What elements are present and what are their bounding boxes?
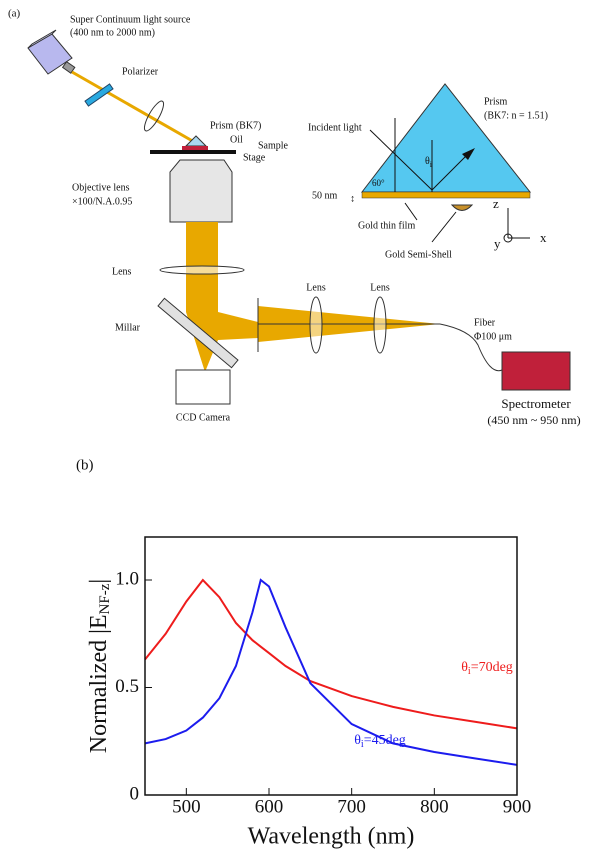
label: x [540, 230, 547, 245]
arrow: ↕ [350, 193, 355, 204]
label: 60° [372, 178, 385, 188]
label: Super Continuum light source [70, 14, 191, 25]
label: Fiber [474, 317, 496, 328]
semi-shell [450, 204, 474, 211]
x-tick-label: 800 [420, 796, 449, 817]
label: Stage [243, 152, 266, 163]
annotation-text: =70deg [471, 660, 513, 675]
panel-label: (b) [76, 457, 94, 473]
stage [150, 150, 236, 154]
label: Lens [370, 282, 390, 293]
beam [71, 70, 197, 145]
label: Spectrometer [501, 396, 571, 411]
label: z [493, 196, 499, 211]
label: Prism (BK7) [210, 120, 261, 131]
annotation-sub: i [468, 666, 471, 677]
y-tick-label: 1.0 [115, 568, 139, 589]
label: Φ100 μm [474, 331, 512, 342]
y-tick-label: 0.5 [115, 676, 139, 697]
label: Millar [115, 322, 141, 333]
lens [309, 296, 323, 354]
label: Objective lens [72, 182, 130, 193]
annotation-theta: θ [354, 733, 361, 748]
label: Gold thin film [358, 220, 415, 231]
series-line [144, 578, 518, 730]
annotation: θi=70deg [461, 660, 513, 677]
nozzle [61, 60, 76, 74]
label: Polarizer [122, 66, 159, 77]
panel-b: (b) Wavelength (nm) Normalized |ENF-z| 5… [76, 457, 531, 849]
panel-a: (a) Super Continuum light source (400 nm… [8, 8, 581, 427]
light-source-top [27, 29, 57, 49]
label: Prism [484, 96, 508, 107]
annotation-sub: i [361, 739, 364, 750]
label: 50 nm [312, 190, 338, 201]
label: Incident light [308, 122, 362, 133]
ccd-camera [175, 369, 231, 405]
label: θi [425, 156, 433, 169]
y-axis-title: Normalized |ENF-z| [86, 579, 114, 753]
x-axis-title: Wavelength (nm) [248, 824, 415, 850]
lens [373, 296, 387, 354]
label: Gold Semi-Shell [385, 249, 452, 260]
plot-frame [144, 536, 518, 796]
label: Lens [306, 282, 326, 293]
label: (400 nm to 2000 nm) [70, 27, 155, 38]
series-line [144, 578, 518, 766]
sample [182, 146, 208, 150]
beam [186, 312, 258, 372]
arrowhead [462, 148, 475, 160]
pointer [431, 211, 457, 243]
mirror [157, 297, 239, 369]
label: Lens [112, 266, 132, 277]
fiber [439, 323, 503, 372]
lens [143, 100, 165, 132]
x-tick-label: 700 [337, 796, 366, 817]
x-tick-label: 900 [503, 796, 532, 817]
y-tick-label: 0 [130, 783, 140, 804]
incident-ray [369, 129, 433, 191]
label: (BK7: n = 1.51) [484, 110, 548, 121]
spectrometer [501, 351, 571, 391]
x-tick-label: 600 [255, 796, 284, 817]
panel-label: (a) [8, 8, 21, 20]
label: CCD Camera [176, 412, 231, 423]
objective-lens [169, 159, 233, 223]
x-tick-label: 500 [172, 796, 201, 817]
reflected-ray [431, 153, 469, 191]
gold-film [361, 191, 531, 199]
annotation-theta: θ [461, 660, 468, 675]
label: Oil [230, 134, 243, 145]
polarizer [84, 83, 114, 107]
annotation-text: =45deg [364, 733, 406, 748]
label: (450 nm ~ 950 nm) [487, 413, 580, 427]
label: ×100/N.A.0.95 [72, 196, 132, 207]
label: y [494, 236, 501, 251]
pointer [404, 202, 418, 221]
annotation: θi=45deg [354, 733, 406, 750]
label: Sample [258, 140, 289, 151]
lens [159, 265, 245, 275]
